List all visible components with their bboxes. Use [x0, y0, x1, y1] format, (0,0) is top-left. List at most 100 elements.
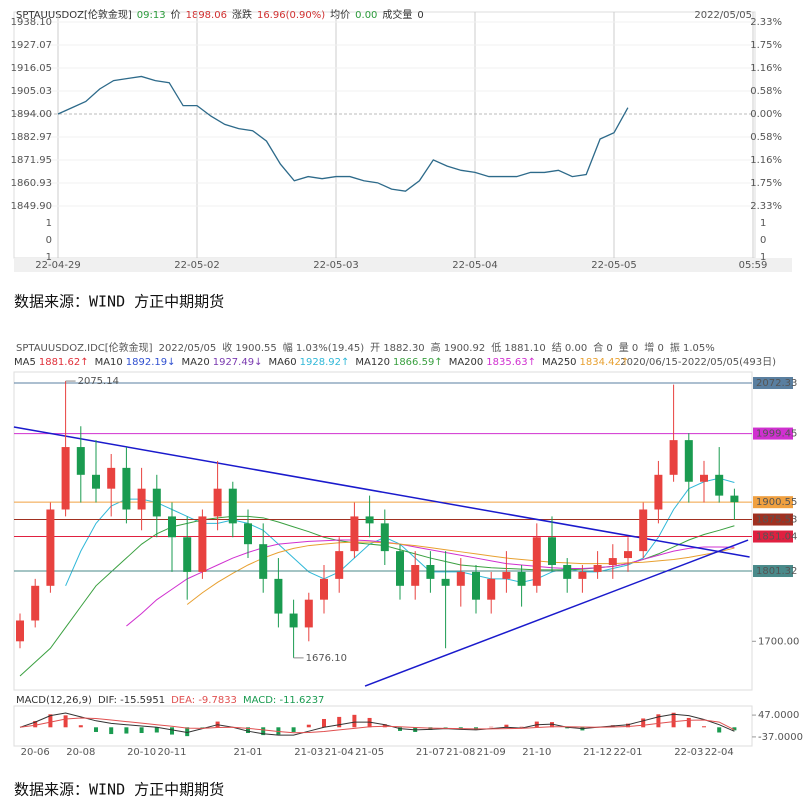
- macd-bar: [306, 724, 311, 728]
- candle-body: [31, 585, 40, 621]
- candle-body: [593, 564, 602, 572]
- candle-body: [304, 599, 313, 628]
- candle-body: [715, 474, 724, 496]
- candle-body: [411, 564, 420, 586]
- macd-bar: [489, 726, 494, 728]
- level-label: 2072.33: [756, 378, 797, 389]
- volume-tick-label: 0: [46, 235, 52, 246]
- macd-bar: [337, 716, 342, 728]
- level-tag: [753, 427, 793, 440]
- quote-header: SPTAUUSDOZ[伦敦金现] 09:13 价 1898.06 涨跌 16.96(0.9…: [16, 8, 424, 21]
- y-tick-label: 1882.97: [11, 132, 52, 143]
- level-label: 1900.55: [756, 497, 797, 508]
- y-tick-label: 1894.00: [11, 109, 52, 120]
- macd-bar: [276, 727, 281, 735]
- volume-tick-label: 1: [760, 218, 766, 229]
- header-item: 成交量: [382, 8, 412, 21]
- macd-bar: [246, 727, 250, 734]
- macd-bar: [398, 727, 402, 731]
- header-item: 收 1900.55: [222, 341, 277, 354]
- macd-bar: [443, 727, 448, 728]
- macd-bar: [702, 726, 706, 728]
- y2-tick-label: 2.33%: [750, 17, 782, 28]
- header-item: 幅 1.03%(19.45): [283, 341, 364, 354]
- x-tick-label: 22-04-29: [35, 260, 80, 271]
- macd-bar: [200, 727, 205, 728]
- y2-tick-label: 0.58%: [750, 86, 782, 97]
- header-item: 合 0: [593, 341, 613, 354]
- y-tick-label: 1860.93: [11, 178, 52, 189]
- x-tick-label: 20-08: [66, 747, 95, 758]
- macd-bar: [382, 724, 387, 728]
- x-tick-label: 22-05-03: [313, 260, 358, 271]
- macd-bar: [139, 727, 144, 734]
- annotation: 2075.14: [78, 376, 119, 387]
- candle-body: [684, 440, 693, 482]
- header-item: 2022/05/05: [159, 343, 217, 354]
- price-line: [57, 75, 629, 192]
- header-item: 增 0: [644, 341, 664, 354]
- candle-body: [502, 571, 511, 579]
- y-tick-label: 1700.00: [758, 636, 799, 647]
- x-tick-label: 21-07: [416, 747, 445, 758]
- macd-bar: [367, 717, 372, 728]
- legend-value: 1881.62↑: [39, 357, 89, 368]
- candle-body: [380, 523, 389, 552]
- candle-body: [92, 474, 100, 489]
- legend-value: 1866.59↑: [393, 357, 443, 368]
- candle-body: [608, 558, 617, 565]
- macd-bar: [154, 727, 159, 733]
- macd-header-item: MACD(12,26,9): [16, 695, 92, 706]
- x-tick-label: 22-01: [613, 747, 642, 758]
- legend-name: MA60: [268, 357, 296, 368]
- macd-bar: [322, 718, 326, 728]
- macd-bar: [626, 723, 630, 728]
- volume-tick-label: 1: [46, 252, 52, 263]
- candle-body: [198, 516, 207, 572]
- x-tick-label: 22-03: [674, 747, 703, 758]
- candle-body: [152, 488, 161, 517]
- caption: 数据来源：WIND 方正中期期货: [14, 293, 224, 311]
- header-item: 低 1881.10: [491, 341, 546, 354]
- macd-bar: [428, 727, 433, 730]
- header-item: 09:13: [137, 10, 166, 21]
- macd-bar: [33, 721, 38, 728]
- macd-header-item: MACD: -11.6237: [243, 695, 324, 706]
- y2-tick-label: 1.75%: [750, 40, 782, 51]
- candle-body: [456, 571, 465, 586]
- candle-body: [730, 495, 739, 503]
- volume-tick-label: 0: [760, 235, 766, 246]
- legend-name: MA20: [182, 357, 210, 368]
- candle-body: [669, 440, 678, 475]
- macd-bar: [458, 727, 463, 729]
- candle-body: [320, 578, 328, 600]
- candle-body: [548, 537, 556, 565]
- x-tick-label: 21-12: [583, 747, 612, 758]
- kline-frame: [13, 371, 753, 691]
- candle-body: [441, 578, 450, 586]
- x-tick-label: 21-01: [233, 747, 262, 758]
- quote-header: SPTAUUSDOZ.IDC[伦敦金现] 2022/05/05 收 1900.55 幅…: [16, 341, 715, 354]
- macd-bar: [63, 715, 68, 728]
- candle-body: [259, 544, 268, 579]
- y2-tick-label: 0.00%: [750, 109, 782, 120]
- macd-bar: [124, 727, 129, 734]
- macd-bar: [94, 727, 98, 732]
- x-tick-label: 21-10: [522, 747, 551, 758]
- y-tick-label: 1916.05: [11, 63, 52, 74]
- y2-tick-label: 2.33%: [750, 201, 782, 212]
- x-tick-label: 20-11: [157, 747, 186, 758]
- candle-body: [289, 613, 298, 628]
- candle-body: [16, 620, 24, 642]
- date: 2022/05/05: [694, 10, 752, 21]
- y2-tick-label: 1.16%: [750, 155, 782, 166]
- header-item: 1898.06: [186, 10, 227, 21]
- candle-body: [274, 578, 283, 614]
- header-item: 量 0: [619, 342, 639, 354]
- y-tick-label: 1938.10: [11, 17, 52, 28]
- header-item: 0.00: [355, 10, 377, 21]
- macd-bar: [48, 714, 53, 728]
- macd-bar: [78, 725, 83, 728]
- legend-value: 1927.49↓: [213, 357, 263, 368]
